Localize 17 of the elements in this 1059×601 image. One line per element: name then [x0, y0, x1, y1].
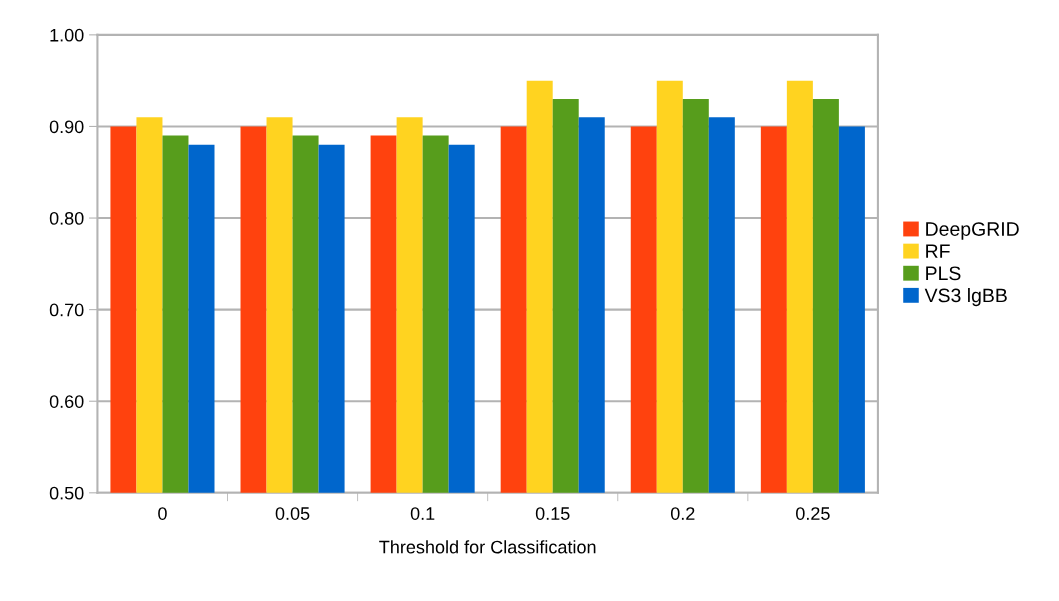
x-tick-label: 0.1 [410, 507, 435, 520]
x-tick-label: 0.05 [275, 507, 310, 520]
legend-label: RF [926, 244, 950, 258]
y-tick-label: 1.00 [50, 28, 84, 42]
legend-label: PLS [926, 266, 961, 281]
x-tick-label: 0.2 [670, 507, 695, 520]
legend-label: VS3 lgBB [924, 288, 1007, 307]
y-tick-label: 0.50 [49, 486, 84, 500]
x-tick-label: 0.15 [535, 507, 570, 520]
y-tick-label: 0.80 [49, 211, 84, 225]
x-tick-label: 0 [158, 507, 167, 520]
legend-label: DeepGRID [926, 222, 1019, 240]
y-tick-label: 0.90 [49, 120, 84, 134]
y-tick-label: 0.60 [49, 395, 84, 408]
y-tick-label: 0.70 [49, 303, 84, 317]
x-tick-label: 0.25 [796, 507, 830, 520]
x-axis-title: Threshold for Classification [379, 540, 596, 554]
